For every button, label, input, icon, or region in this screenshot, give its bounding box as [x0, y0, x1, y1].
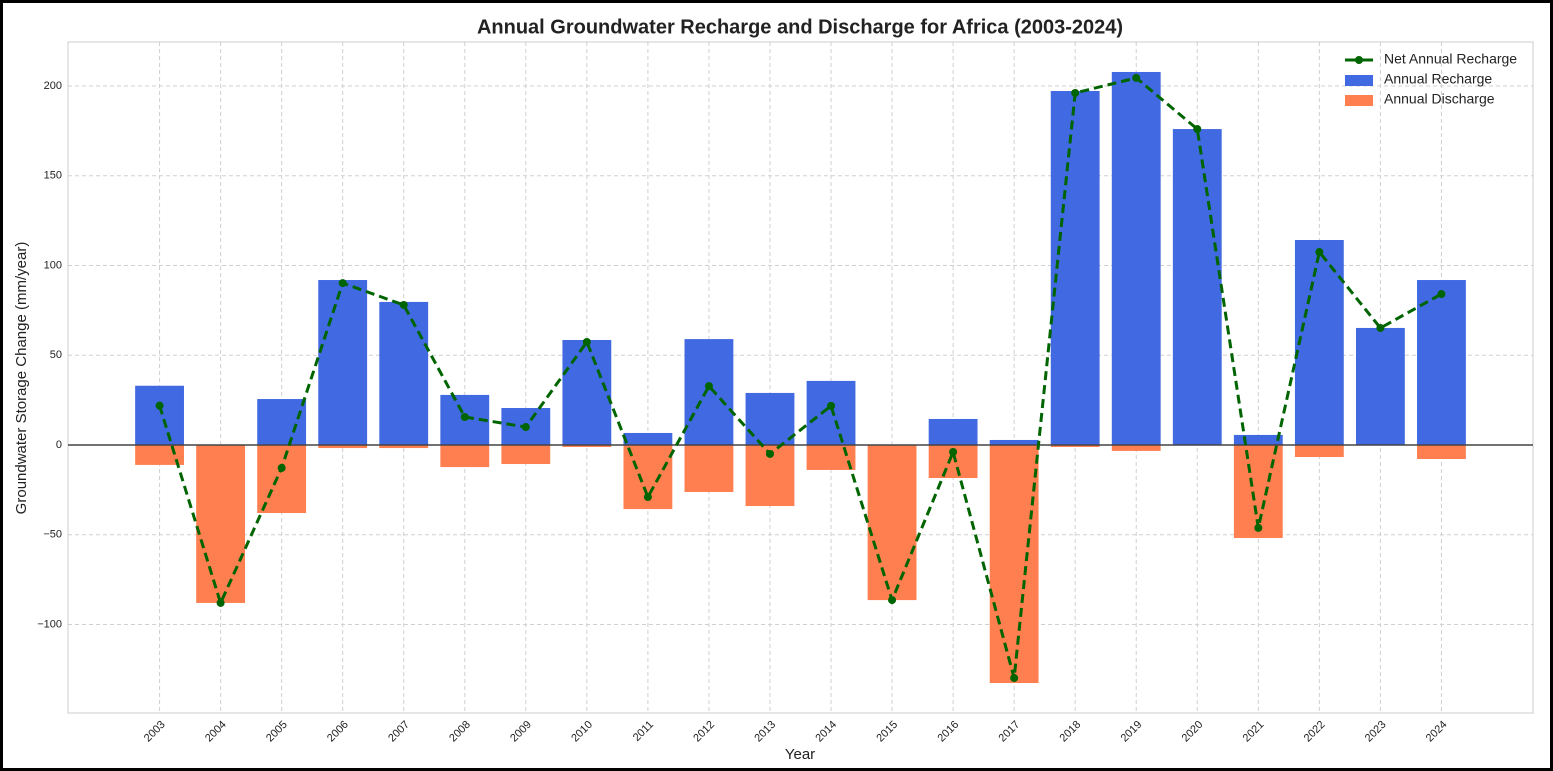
marker	[827, 401, 836, 410]
bar	[1233, 434, 1283, 445]
bar	[1355, 327, 1405, 445]
chart-title: Annual Groundwater Recharge and Discharg…	[477, 16, 1123, 38]
bar	[257, 444, 307, 514]
bar	[745, 392, 795, 445]
marker	[1132, 73, 1141, 82]
marker	[277, 463, 286, 472]
bar	[989, 439, 1039, 445]
marker	[338, 279, 347, 288]
legend-swatch	[1345, 75, 1373, 86]
marker	[888, 596, 897, 605]
bar	[1111, 71, 1161, 445]
bar	[318, 444, 368, 449]
y-tick-label: 150	[44, 170, 62, 182]
bar	[1294, 444, 1344, 458]
bar	[379, 444, 429, 449]
marker	[1071, 88, 1080, 97]
bar	[257, 399, 307, 445]
bar	[989, 444, 1039, 684]
bar	[806, 444, 856, 470]
y-tick-label: −50	[43, 529, 62, 541]
legend-swatch	[1345, 95, 1373, 106]
x-axis-label: Year	[785, 746, 815, 763]
bar	[1294, 239, 1344, 445]
legend-swatch	[1355, 56, 1363, 64]
bar	[379, 301, 429, 445]
y-tick-label: 0	[56, 439, 62, 451]
bar	[1172, 129, 1222, 445]
y-tick-label: −100	[37, 618, 62, 630]
bar	[1050, 444, 1100, 447]
y-tick-label: 200	[44, 80, 62, 92]
marker	[399, 300, 408, 309]
bar	[501, 444, 551, 465]
marker	[521, 423, 530, 432]
bar	[806, 380, 856, 445]
marker	[949, 447, 958, 456]
bar	[623, 432, 673, 445]
bar	[928, 418, 978, 445]
bar	[684, 444, 734, 493]
legend-label: Annual Discharge	[1384, 91, 1495, 107]
marker	[1010, 673, 1019, 682]
marker	[1376, 323, 1385, 332]
marker	[704, 382, 713, 391]
bar	[1111, 444, 1161, 451]
bar	[196, 444, 246, 603]
legend-label: Annual Recharge	[1384, 71, 1492, 87]
bar	[1417, 444, 1466, 459]
marker	[155, 401, 164, 410]
y-tick-label: 100	[44, 259, 62, 271]
legend-label: Net Annual Recharge	[1384, 51, 1517, 67]
bar	[562, 339, 612, 445]
bar	[867, 444, 917, 601]
marker	[1193, 125, 1202, 134]
bar	[562, 444, 612, 447]
marker	[643, 493, 652, 502]
plot-frame	[67, 41, 1534, 714]
bar	[1050, 91, 1100, 445]
bar	[135, 385, 184, 445]
marker	[582, 337, 591, 346]
y-axis-label: Groundwater Storage Change (mm/year)	[13, 242, 30, 515]
marker	[1437, 290, 1446, 299]
bar	[440, 444, 490, 468]
marker	[216, 598, 225, 607]
marker	[460, 412, 469, 421]
bar	[684, 339, 734, 445]
marker	[1315, 248, 1324, 257]
marker	[1254, 523, 1263, 532]
marker	[765, 449, 774, 458]
bar	[1417, 280, 1466, 445]
bar	[318, 280, 368, 445]
y-tick-label: 50	[50, 349, 62, 361]
line	[158, 76, 1443, 679]
